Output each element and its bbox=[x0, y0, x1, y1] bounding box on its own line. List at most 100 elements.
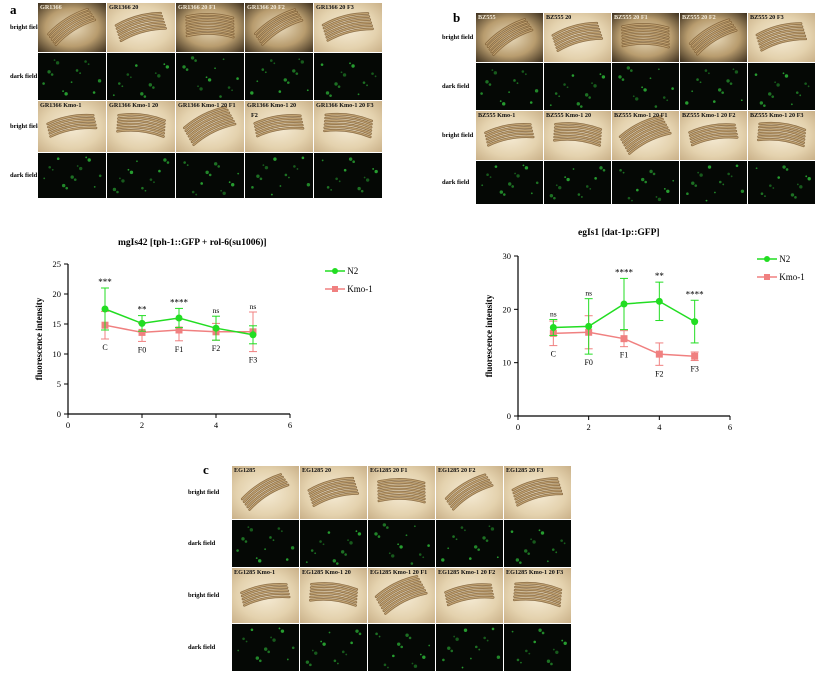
micrograph-label: EG1285 20 F2 bbox=[438, 467, 476, 474]
worm-bundle-image bbox=[240, 473, 290, 511]
worm-bundle-image bbox=[688, 123, 739, 147]
micrograph-extra-label: F2 bbox=[251, 112, 258, 119]
panel-b-row-label-1: dark field bbox=[442, 83, 470, 90]
fluorescence-image bbox=[441, 525, 499, 562]
brightfield-micrograph: GR1366 20 F1 bbox=[176, 3, 244, 52]
micrograph-label: EG1285 Kmo-1 20 F3 bbox=[506, 569, 564, 576]
micrograph-label: EG1285 20 F3 bbox=[506, 467, 544, 474]
chart2-legend-n2-label: N2 bbox=[779, 254, 791, 264]
worm-bundle-image bbox=[309, 582, 359, 607]
worm-bundle-image bbox=[183, 105, 237, 147]
brightfield-micrograph: EG1285 Kmo-1 20 bbox=[300, 568, 367, 623]
brightfield-micrograph: GR1366 bbox=[38, 3, 106, 52]
darkfield-micrograph bbox=[176, 53, 244, 100]
micrograph-label: EG1285 20 F1 bbox=[370, 467, 408, 474]
micrograph-label: GR1366 20 bbox=[109, 4, 139, 11]
darkfield-micrograph bbox=[680, 161, 747, 204]
worm-bundle-image bbox=[47, 8, 97, 46]
micrograph-label: BZ555 Kmo-1 20 bbox=[546, 112, 592, 119]
panel-c-letter: c bbox=[203, 462, 209, 477]
darkfield-micrograph bbox=[300, 624, 367, 671]
micrograph-label: GR1366 bbox=[40, 4, 62, 11]
fluorescence-image bbox=[112, 158, 170, 194]
panel-b-row-label-2: bright field bbox=[442, 132, 474, 139]
fluorescence-image bbox=[481, 164, 539, 196]
significance-label: ns bbox=[250, 302, 257, 311]
brightfield-micrograph: GR1366 20 bbox=[107, 3, 175, 52]
point-label: F3 bbox=[690, 365, 698, 374]
panel-a-image-grid: bright field GR1366 GR1366 20 GR1366 20 F1 G… bbox=[10, 3, 386, 201]
panel-c-row-label-1: dark field bbox=[188, 540, 216, 547]
y-tick-label: 10 bbox=[503, 358, 512, 368]
panel-c-image-grid: bright field EG1285 EG1285 20 EG1285 20 F1 E… bbox=[188, 466, 576, 674]
fluorescence-image bbox=[755, 165, 811, 199]
fluorescence-image bbox=[42, 59, 102, 96]
chart1-plot: 0 5 10 15 20 25 0 2 4 6 fluorescence intensity *** C… bbox=[34, 259, 292, 430]
darkfield-micrograph bbox=[245, 53, 313, 100]
darkfield-micrograph bbox=[368, 520, 435, 567]
chart2-plot: 0 10 20 30 0 2 4 6 fluorescence intensity ns Cns F0… bbox=[484, 251, 732, 432]
darkfield-micrograph bbox=[300, 520, 367, 567]
micrograph-label: EG1285 Kmo-1 20 bbox=[302, 569, 351, 576]
brightfield-micrograph: BZ555 20 F2 bbox=[680, 13, 747, 62]
fluorescence-image bbox=[236, 526, 295, 563]
darkfield-micrograph bbox=[436, 520, 503, 567]
fluorescence-image bbox=[112, 63, 170, 98]
fluorescence-image bbox=[320, 62, 377, 97]
micrograph-label: EG1285 Kmo-1 bbox=[234, 569, 276, 576]
panel-c-row-label-0: bright field bbox=[188, 489, 220, 496]
panel-b-image-grid: bright field BZ555 BZ555 20 BZ555 20 F1 BZ55… bbox=[442, 13, 820, 207]
chart1-legend: N2 Kmo-1 bbox=[325, 266, 385, 296]
chart2-legend-kmo1-label: Kmo-1 bbox=[779, 272, 805, 282]
point-label: F2 bbox=[212, 344, 220, 353]
point-label: F0 bbox=[584, 358, 592, 367]
micrograph-label: BZ555 20 F2 bbox=[682, 14, 716, 21]
micrograph-label: BZ555 Kmo-1 20 F3 bbox=[750, 112, 804, 119]
darkfield-micrograph bbox=[748, 161, 815, 204]
fluorescence-image bbox=[619, 168, 675, 202]
point-label: C bbox=[551, 350, 556, 359]
data-point-n2 bbox=[620, 300, 628, 308]
y-tick-label: 25 bbox=[53, 259, 62, 269]
darkfield-micrograph bbox=[107, 53, 175, 100]
y-tick-label: 0 bbox=[507, 411, 511, 421]
chart2-title: egIs1 [dat-1p::GFP] bbox=[578, 228, 660, 238]
significance-label: ** bbox=[138, 305, 148, 315]
micrograph-label: EG1285 Kmo-1 20 F2 bbox=[438, 569, 496, 576]
y-tick-label: 15 bbox=[53, 319, 62, 329]
data-point-kmo1 bbox=[138, 328, 146, 336]
brightfield-micrograph: EG1285 20 bbox=[300, 466, 367, 519]
brightfield-micrograph: BZ555 Kmo-1 20 F2 bbox=[680, 111, 747, 160]
micrograph-label: EG1285 Kmo-1 20 F1 bbox=[370, 569, 428, 576]
worm-bundle-image bbox=[551, 21, 604, 52]
y-tick-label: 10 bbox=[53, 349, 62, 359]
x-tick-label: 0 bbox=[66, 420, 70, 430]
worm-bundle-image bbox=[253, 114, 305, 138]
micrograph-label: GR1366 Kmo-1 20 F1 bbox=[178, 102, 236, 109]
panel-a-row-label-3: dark field bbox=[10, 172, 38, 179]
brightfield-micrograph: BZ555 Kmo-1 20 F3 bbox=[748, 111, 815, 160]
brightfield-micrograph: EG1285 20 F3 bbox=[504, 466, 571, 519]
worm-bundle-image bbox=[755, 22, 808, 52]
brightfield-micrograph: BZ555 bbox=[476, 13, 543, 62]
brightfield-micrograph: EG1285 bbox=[232, 466, 299, 519]
significance-label: ns bbox=[213, 306, 220, 315]
panel-a-row-label-0: bright field bbox=[10, 24, 42, 31]
darkfield-micrograph bbox=[107, 153, 175, 198]
chart1-title: mgIs42 [tph-1::GFP + rol-6(su1006)] bbox=[118, 238, 267, 248]
significance-label: ns bbox=[585, 289, 592, 298]
panel-a-row-label-1: dark field bbox=[10, 73, 38, 80]
fluorescence-image bbox=[43, 156, 102, 190]
fluorescence-image bbox=[237, 627, 295, 663]
fluorescence-image bbox=[442, 627, 501, 669]
darkfield-micrograph bbox=[314, 153, 382, 198]
data-point-n2 bbox=[691, 318, 699, 326]
significance-label: ** bbox=[655, 271, 665, 281]
worm-bundle-image bbox=[621, 23, 670, 49]
worm-bundle-image bbox=[484, 18, 534, 56]
brightfield-micrograph: BZ555 20 bbox=[544, 13, 611, 62]
y-tick-label: 20 bbox=[53, 289, 62, 299]
data-point-kmo1 bbox=[655, 350, 663, 358]
darkfield-micrograph bbox=[232, 520, 299, 567]
significance-label: *** bbox=[98, 277, 112, 287]
